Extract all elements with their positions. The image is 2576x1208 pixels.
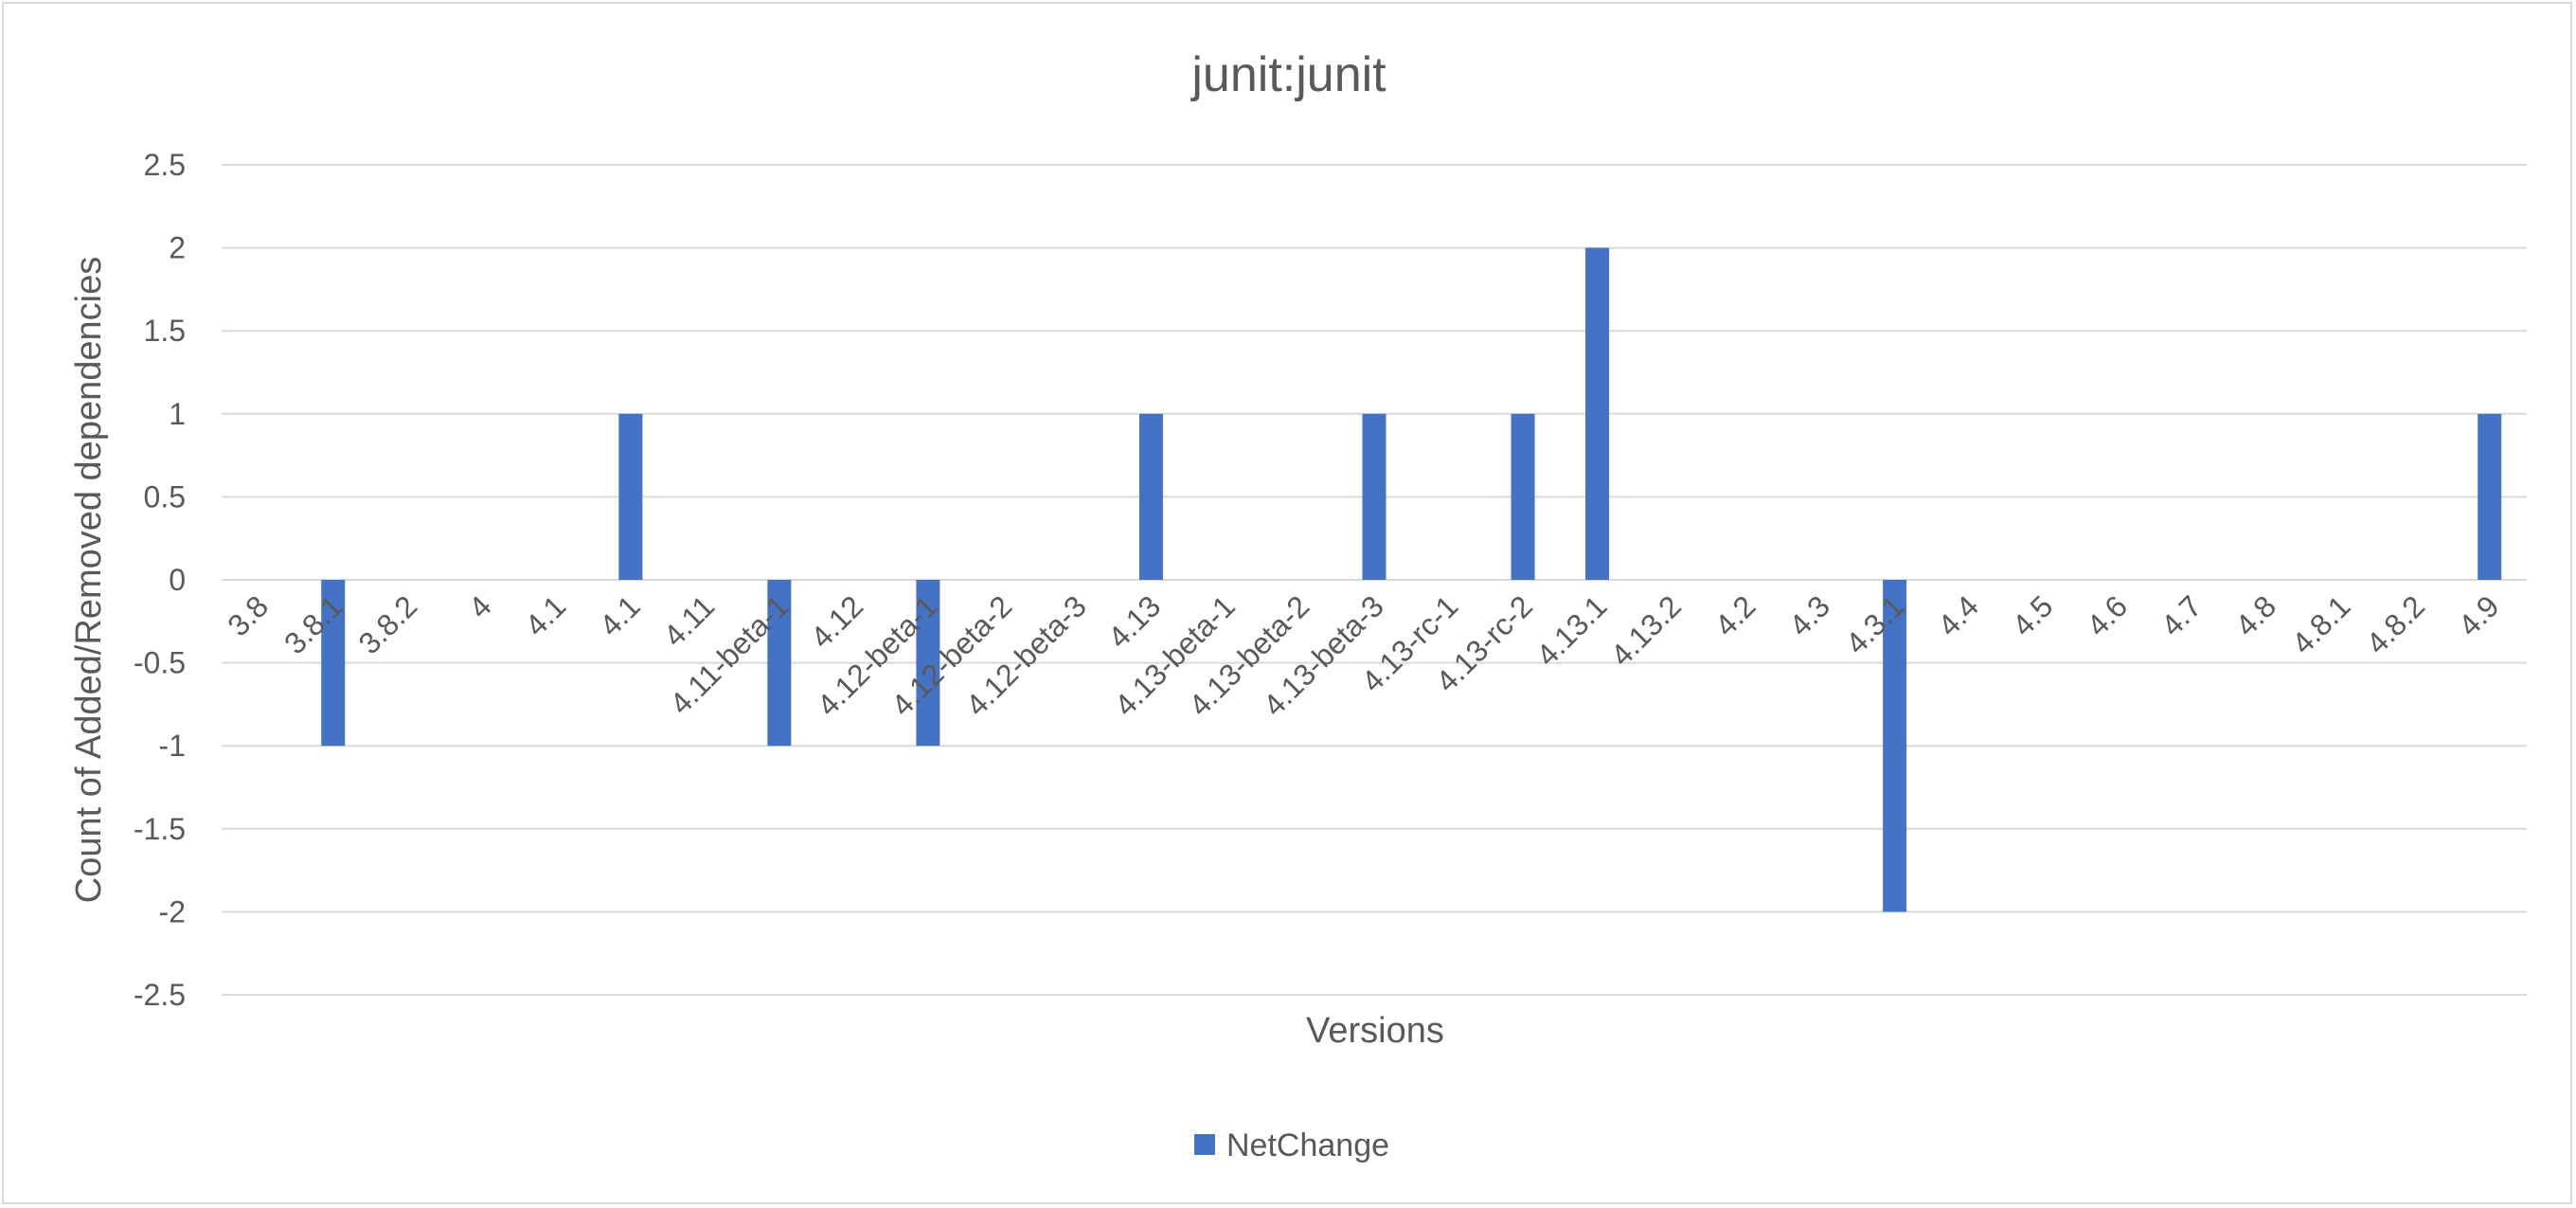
y-tick-label: 2 [169,231,186,265]
bar [767,580,792,747]
y-tick-label: 1.5 [144,314,186,348]
x-category-label: 4.5 [2006,588,2060,642]
y-tick-label: 0.5 [144,479,186,514]
bar [618,413,643,580]
x-axis-title: Versions [1306,1011,1444,1051]
y-tick-label: -2.5 [134,978,186,1012]
bars [321,247,2502,912]
x-axis-labels: 3.8 3.8.1 3.8.2 4 4.1 4.1 4.114.11-beta-1 4.124… [221,588,2505,722]
x-category-label: 4 [462,588,498,624]
x-category-label: 4.11 [656,588,721,653]
x-category-label: 4.8 [2228,588,2282,642]
x-category-label: 4.4 [1931,588,1985,642]
legend-swatch [1194,1134,1215,1155]
x-category-label: 4.6 [2080,588,2134,642]
x-category-label: 4.13 [1101,588,1167,654]
bar [1883,580,1907,912]
x-category-label: 3.8.2 [351,588,423,660]
y-tick-label: -1.5 [134,812,186,846]
bar [1362,413,1386,580]
y-tick-label: -2 [159,894,186,929]
x-category-label: 3.8 [221,588,275,642]
y-tick-label: 2.5 [144,148,186,182]
chart-title: junit:junit [1190,47,1386,102]
x-category-label: 4.7 [2155,588,2209,642]
x-category-label: 4.3 [1782,588,1836,642]
x-category-label: 4.13.1 [1530,588,1613,672]
x-category-label: 4.8.1 [2285,588,2357,660]
y-tick-label: 1 [169,397,186,431]
y-axis-title: Count of Added/Removed dependencies [69,257,109,903]
chart: junit:junit 2.5 2 1.5 1 0.5 0 -0.5 -1 -1.5 -2 -2.5… [69,47,2527,1163]
x-category-label: 4.1 [518,588,572,642]
bar [2478,413,2502,580]
x-category-label: 4.12 [804,588,869,654]
y-tick-label: -0.5 [134,646,186,680]
bar [1511,413,1535,580]
x-category-label: 4.1 [593,588,647,642]
x-category-label: 4.2 [1708,588,1762,642]
y-tick-label: -1 [159,729,186,763]
bar [1585,247,1610,580]
bar [1138,413,1163,580]
legend-label: NetChange [1226,1127,1389,1163]
y-axis-ticks: 2.5 2 1.5 1 0.5 0 -0.5 -1 -1.5 -2 -2.5 [134,148,186,1012]
x-category-label: 4.8.2 [2359,588,2431,660]
legend: NetChange [1194,1127,1389,1163]
bar [916,580,940,747]
x-category-label: 4.9 [2452,588,2506,642]
bar [321,580,346,747]
y-tick-label: 0 [169,563,186,597]
x-category-label: 4.13.2 [1604,588,1688,672]
